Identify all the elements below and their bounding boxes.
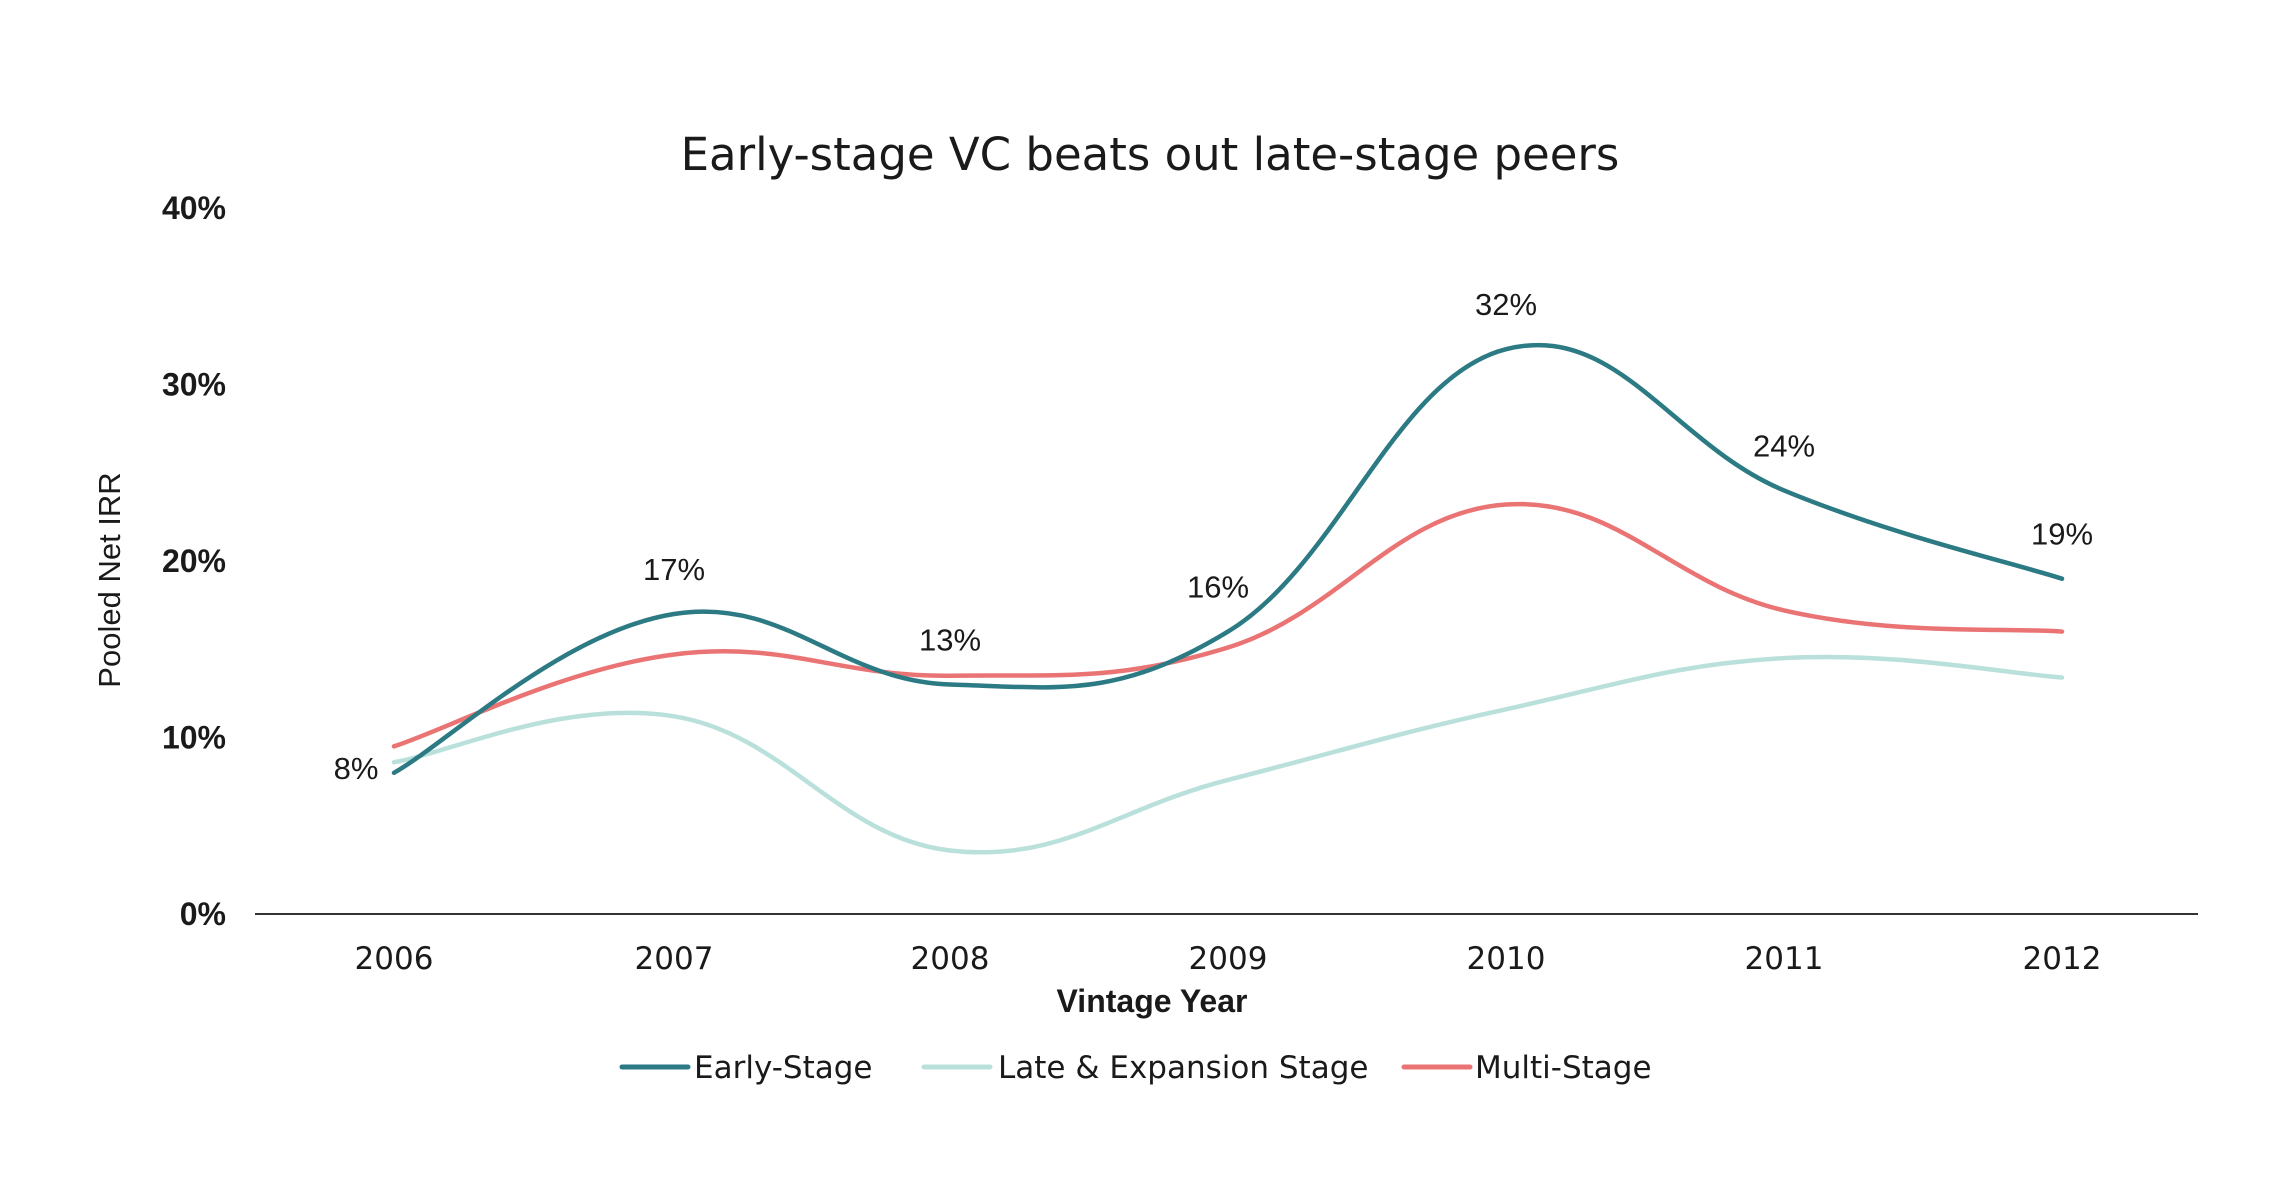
legend: Early-Stage Late & Expansion Stage Multi-S…: [619, 1050, 1652, 1086]
data-label: 13%: [919, 623, 981, 658]
x-tick-label: 2011: [1745, 941, 1824, 977]
data-label: 32%: [1475, 287, 1537, 322]
x-tick-label: 2012: [2023, 941, 2102, 977]
series-line-multi-stage: [391, 501, 2065, 749]
x-tick-label: 2010: [1467, 941, 1546, 977]
y-axis-label: Pooled Net IRR: [92, 472, 127, 687]
legend-label-early-stage: Early-Stage: [694, 1050, 873, 1086]
y-tick-label: 40%: [162, 190, 226, 226]
series-line-late-expansion-stage: [391, 654, 2065, 855]
x-tick-label: 2007: [635, 941, 714, 977]
series-line-early-stage: [391, 342, 2065, 776]
y-tick-label: 10%: [162, 720, 226, 756]
x-tick-label: 2009: [1189, 941, 1268, 977]
x-axis-ticks: 2006 2007 2008 2009 2010 2011 2012: [355, 941, 2102, 977]
y-tick-label: 30%: [162, 367, 226, 403]
x-tick-label: 2008: [911, 941, 990, 977]
data-label: 16%: [1187, 570, 1249, 605]
data-label: 17%: [643, 552, 705, 587]
data-label: 19%: [2031, 517, 2093, 552]
y-axis-ticks: 0% 10% 20% 30% 40%: [162, 190, 226, 932]
y-tick-label: 20%: [162, 543, 226, 579]
legend-label-late-expansion-stage: Late & Expansion Stage: [998, 1050, 1368, 1086]
chart-title: Early-stage VC beats out late-stage peer…: [681, 128, 1620, 181]
data-label: 8%: [334, 751, 379, 786]
x-tick-label: 2006: [355, 941, 434, 977]
legend-label-multi-stage: Multi-Stage: [1475, 1050, 1652, 1086]
x-axis-label: Vintage Year: [1057, 983, 1248, 1019]
y-tick-label: 0%: [180, 896, 226, 932]
data-label: 24%: [1753, 428, 1815, 463]
series-lines: [391, 342, 2065, 855]
data-labels: 8% 17% 13% 16% 32% 24% 19%: [334, 287, 2093, 786]
